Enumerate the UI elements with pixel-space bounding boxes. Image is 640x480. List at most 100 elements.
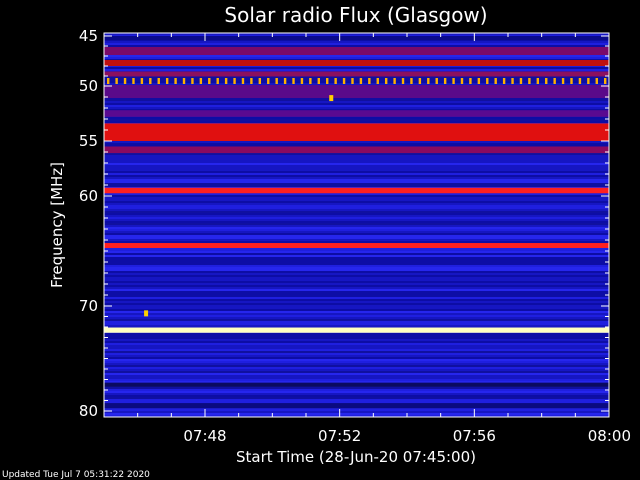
dot-mark [452,78,455,84]
dot-mark [351,78,354,84]
burst-spot [144,310,149,317]
dot-mark [511,78,514,84]
noise-stripe [104,319,609,321]
noise-stripe [104,173,609,175]
chart-title: Solar radio Flux (Glasgow) [224,3,487,27]
noise-stripe [104,165,609,167]
emission-band [104,187,609,194]
noise-stripe [104,43,609,45]
noise-stripe [104,221,609,223]
noise-stripe [104,297,609,299]
burst-spot [329,95,334,102]
dot-mark [561,78,565,84]
noise-stripe [104,367,609,369]
noise-stripe [104,323,609,325]
dot-mark [528,78,531,84]
dot-mark [258,78,262,84]
x-tick-label: 07:56 [453,427,496,445]
noise-stripe [104,117,609,119]
dot-mark [553,78,556,84]
dot-mark [182,78,186,84]
emission-band [104,71,609,77]
dot-mark [477,78,481,84]
y-tick-label: 60 [79,187,98,205]
dot-mark [267,78,270,84]
noise-stripe [104,325,609,327]
noise-stripe [104,179,609,181]
dot-mark [174,78,177,84]
noise-stripe [104,359,609,361]
dot-mark [502,78,506,84]
y-tick-label: 55 [79,132,98,150]
noise-stripe [104,393,609,395]
noise-stripe [104,99,609,101]
noise-stripe [104,339,609,341]
dot-mark [165,78,169,84]
noise-stripe [104,69,609,71]
noise-stripe [104,55,609,57]
noise-stripe [104,333,609,335]
dot-mark [283,78,287,84]
noise-stripe [104,275,609,277]
noise-stripe [104,185,609,187]
dot-mark [191,78,194,84]
noise-stripe [104,285,609,287]
plot-frame [103,32,610,418]
dot-mark [342,78,346,84]
dot-mark [317,78,320,84]
noise-stripe [104,341,609,343]
noise-stripe [104,77,609,79]
noise-stripe [104,105,609,107]
dot-mark [384,78,388,84]
dot-mark [334,78,337,84]
dot-mark [604,78,607,84]
dot-mark [368,78,371,84]
noise-stripe [104,321,609,323]
noise-stripe [104,213,609,215]
noise-stripe [104,41,609,43]
noise-stripe [104,249,609,251]
noise-stripe [104,157,609,159]
emission-band [104,85,609,99]
dot-mark [292,78,295,84]
burst-spots [144,95,334,317]
dot-mark [326,78,329,84]
dot-mark [469,78,472,84]
noise-stripe [104,353,609,355]
noise-stripe [104,143,609,145]
noise-stripe [104,379,609,381]
noise-stripe [104,161,609,163]
dotted-band [107,78,607,84]
noise-stripe [104,375,609,377]
x-axis-ticks: 07:48 07:52 07:56 08:00 [137,33,631,445]
dot-mark [435,78,438,84]
noise-stripe [104,305,609,307]
noise-stripe [104,291,609,293]
noise-stripe [104,201,609,203]
y-tick-label: 80 [79,402,98,420]
emission-bands [104,36,609,409]
noise-stripe [104,181,609,183]
noise-stripe [104,177,609,179]
noise-stripe [104,205,609,207]
noise-stripe [104,365,609,367]
noise-stripe [104,215,609,217]
y-axis-ticks: 45 50 55 60 70 80 [79,27,609,420]
noise-stripe [104,361,609,363]
noise-stripe [104,167,609,169]
noise-stripe [104,195,609,197]
noise-stripe [104,171,609,173]
noise-stripe [104,153,609,155]
noise-stripe [104,257,609,259]
dot-mark [545,78,548,84]
noise-stripe [104,219,609,221]
noise-stripe [104,373,609,375]
dot-mark [443,78,447,84]
noise-stripe [104,199,609,201]
dot-mark [587,78,590,84]
emission-band [104,146,609,154]
dot-mark [233,78,236,84]
dot-mark [149,78,152,84]
noise-stripe [104,347,609,349]
